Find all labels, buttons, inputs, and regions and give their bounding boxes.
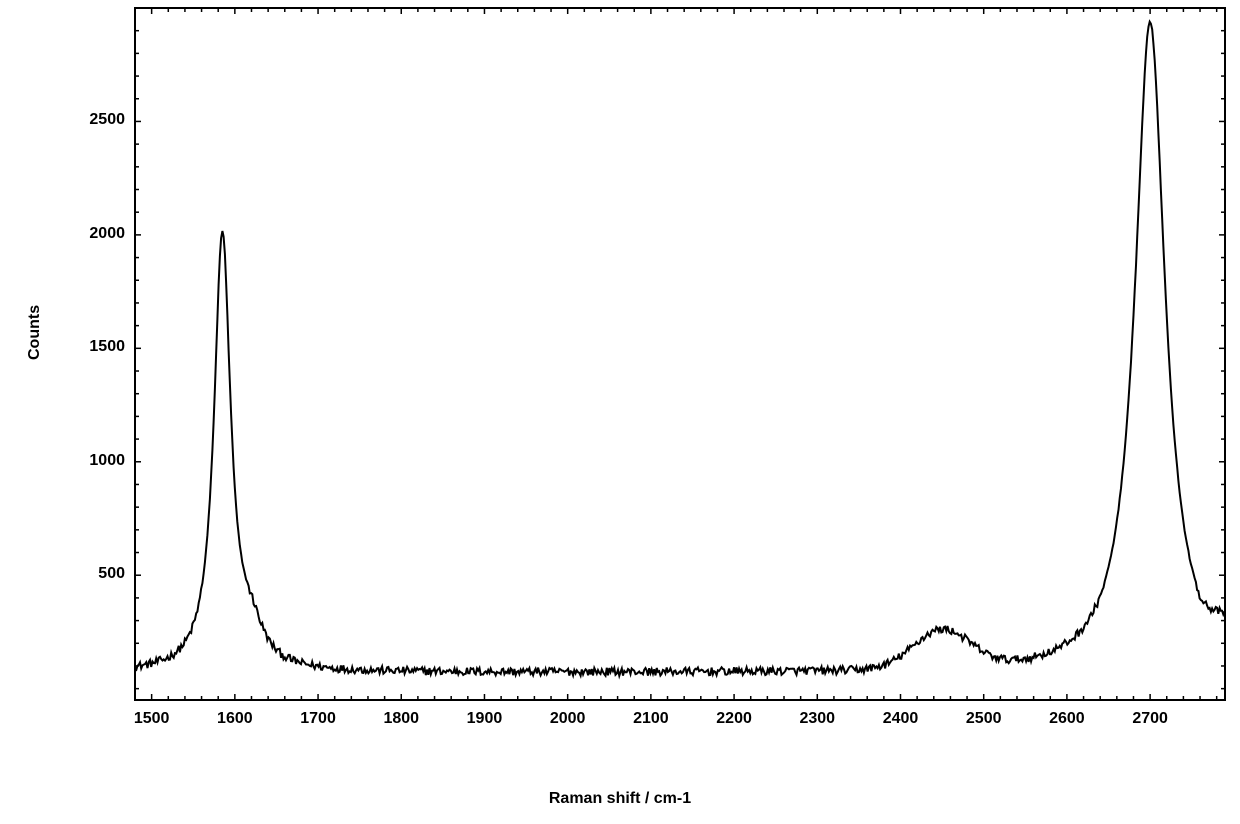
x-tick-label: 1700 [298, 710, 338, 728]
x-tick-label: 1900 [464, 710, 504, 728]
x-tick-label: 2400 [880, 710, 920, 728]
x-tick-label: 1500 [132, 710, 172, 728]
y-tick-label: 2500 [89, 111, 125, 129]
plot-canvas [0, 0, 1240, 824]
y-axis-label: Counts [26, 305, 44, 360]
y-tick-label: 1500 [89, 338, 125, 356]
y-tick-label: 2000 [89, 225, 125, 243]
x-tick-label: 2700 [1130, 710, 1170, 728]
x-tick-label: 2200 [714, 710, 754, 728]
x-tick-label: 2500 [964, 710, 1004, 728]
x-axis-label: Raman shift / cm-1 [549, 790, 691, 808]
x-tick-label: 1800 [381, 710, 421, 728]
y-tick-label: 500 [98, 565, 125, 583]
x-tick-label: 2000 [548, 710, 588, 728]
x-tick-label: 2300 [797, 710, 837, 728]
y-tick-label: 1000 [89, 452, 125, 470]
x-tick-label: 2100 [631, 710, 671, 728]
x-tick-label: 1600 [215, 710, 255, 728]
raman-spectrum-chart: Counts Raman shift / cm-1 1500 1600 1700 18… [0, 0, 1240, 824]
x-tick-label: 2600 [1047, 710, 1087, 728]
